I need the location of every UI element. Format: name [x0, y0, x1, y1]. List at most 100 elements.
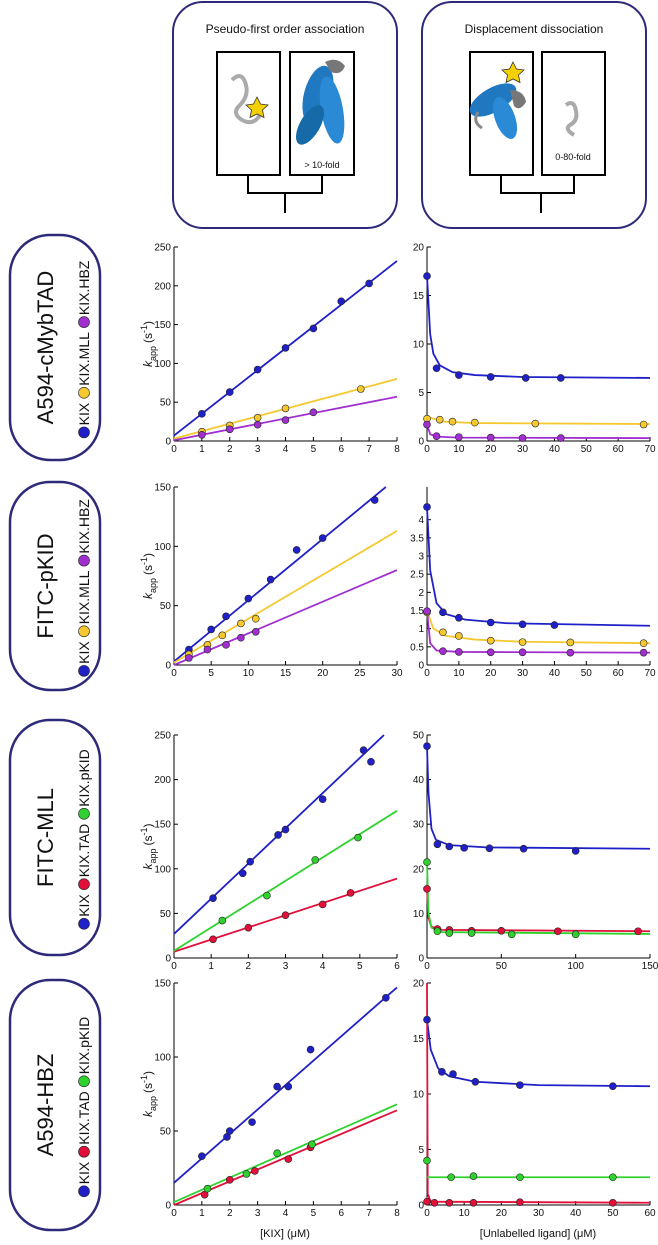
x-tick-label: 40	[570, 1208, 582, 1219]
x-tick-label: 0	[171, 1208, 177, 1219]
bracket	[247, 175, 323, 213]
data-point	[433, 927, 442, 936]
peptide	[564, 101, 579, 137]
x-tick-label: 50	[581, 668, 593, 679]
fit-line	[426, 982, 651, 1204]
legend-label: KIX	[76, 1161, 92, 1184]
x-tick-label: 100	[567, 961, 584, 972]
data-point	[518, 434, 527, 442]
y-tick-label: 20	[413, 243, 425, 254]
x-tick-label: 60	[613, 444, 625, 455]
x-tick-label: 10	[459, 1208, 471, 1219]
x-axis-label: [Unlabelled ligand] (μM)	[480, 1228, 596, 1240]
x-tick-label: 20	[485, 668, 497, 679]
x-tick-label: 0	[171, 668, 177, 679]
y-label-part: k	[141, 1110, 155, 1117]
legend-label: KIX.HBZ	[76, 260, 92, 315]
y-tick-label: 2	[418, 588, 424, 599]
y-tick-label: 10	[413, 909, 425, 920]
data-point	[281, 911, 290, 919]
x-tick-label: 6	[338, 1208, 344, 1219]
fit-line	[426, 1019, 651, 1088]
legend-label: KIX.pKID	[76, 749, 92, 807]
y-label-part: -1	[139, 557, 149, 565]
data-point	[382, 993, 390, 1002]
y-tick-label: 50	[160, 1127, 172, 1138]
data-point	[516, 1081, 524, 1089]
y-tick-label: 5	[418, 388, 424, 399]
x-tick-label: 4	[283, 1208, 289, 1219]
data-point	[550, 621, 559, 629]
data-point	[639, 648, 648, 657]
data-point	[455, 632, 463, 640]
data-point	[639, 420, 648, 429]
x-tick-label: 30	[391, 668, 403, 679]
data-point	[242, 1170, 251, 1178]
row-label: A594-HBZ KIX KIX.TAD KIX.pKID	[33, 1017, 92, 1198]
data-point	[445, 929, 454, 937]
y-label-part: )	[141, 553, 155, 557]
legend-label: KIX	[76, 402, 92, 425]
y-tick-label: 0	[418, 1201, 424, 1212]
data-point	[571, 847, 580, 855]
y-label-part: (s	[141, 565, 155, 575]
x-tick-label: 0	[424, 668, 430, 679]
x-tick-label: 1	[208, 961, 214, 972]
data-point	[455, 371, 463, 379]
scheme-dissociation	[421, 1, 647, 229]
data-point	[518, 648, 527, 657]
data-point	[318, 900, 327, 909]
scheme-association	[172, 1, 398, 229]
data-point	[207, 625, 215, 634]
legend-marker	[78, 1145, 90, 1158]
data-point	[244, 594, 253, 603]
data-point	[281, 344, 290, 352]
data-point	[284, 1155, 293, 1163]
data-point	[448, 417, 457, 426]
x-tick-label: 30	[517, 668, 529, 679]
data-point	[521, 374, 530, 382]
y-label-part: k	[141, 592, 155, 599]
data-point	[273, 1082, 281, 1091]
data-point	[516, 1198, 524, 1207]
y-label-part: )	[141, 321, 155, 325]
data-point	[497, 926, 506, 935]
data-point	[365, 279, 373, 288]
data-point	[309, 408, 318, 417]
data-point	[311, 856, 320, 864]
probe-label: A594-HBZ	[33, 1054, 58, 1157]
legend-marker	[78, 386, 90, 399]
y-axis-label: kapp (s-1)	[139, 823, 158, 869]
cell	[216, 51, 281, 176]
data-point	[486, 433, 495, 442]
data-point	[284, 1082, 293, 1091]
legend-marker	[78, 665, 90, 677]
x-tick-label: 2	[246, 961, 252, 972]
data-point	[423, 503, 431, 511]
x-tick-label: 0	[171, 444, 177, 455]
y-tick-label: 150	[154, 979, 171, 990]
legend-marker	[78, 1185, 90, 1198]
data-point	[356, 385, 365, 393]
y-tick-label: 50	[160, 398, 172, 409]
fit-line	[426, 506, 651, 627]
data-point	[253, 413, 262, 422]
data-point	[432, 364, 441, 373]
protein	[469, 83, 526, 139]
data-point	[467, 929, 476, 937]
data-point	[609, 1082, 617, 1091]
y-label-part: (s	[141, 1083, 155, 1093]
legend-marker	[78, 1075, 90, 1088]
legend-label: KIX.TAD	[76, 824, 92, 877]
y-tick-label: 0	[418, 661, 424, 672]
y-label-part: -1	[139, 1075, 149, 1083]
y-tick-label: 30	[413, 820, 425, 831]
data-point	[519, 844, 528, 853]
data-point	[469, 1172, 478, 1180]
y-tick-label: 3	[418, 552, 424, 563]
x-tick-label: 30	[517, 444, 529, 455]
data-point	[251, 614, 260, 623]
data-point	[460, 844, 468, 852]
x-tick-label: 5	[357, 961, 363, 972]
data-point	[218, 631, 227, 640]
